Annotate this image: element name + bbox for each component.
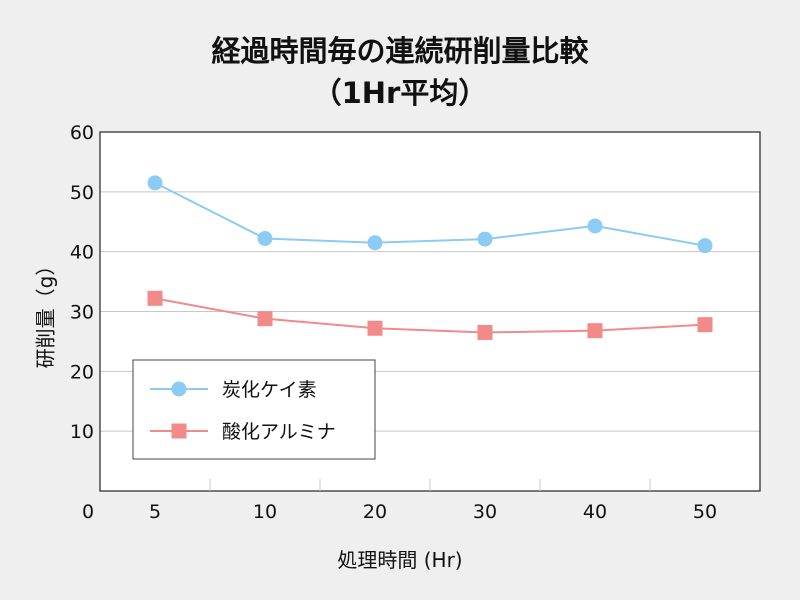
x-tick-label: 20 [363,501,387,523]
data-point-circle [587,218,603,234]
x-tick-label: 30 [473,501,497,523]
data-point-circle [147,175,163,191]
data-point-square [257,311,273,327]
data-point-circle [477,231,493,247]
x-tick-label: 5 [149,501,161,523]
y-axis-title: 研削量（g） [33,255,58,369]
legend-marker-square [171,423,187,439]
legend-box [132,359,376,460]
data-point-circle [257,231,273,247]
data-point-circle [367,235,383,251]
legend-marker-circle [171,381,187,397]
data-point-square [587,323,603,339]
y-tick-label: 60 [70,122,94,144]
chart-title-line-2: （1Hr平均） [312,76,488,110]
x-tick-label: 10 [253,501,277,523]
x-axis-title: 処理時間 (Hr) [337,548,463,572]
x-tick-label: 40 [583,501,607,523]
chart-title: 経過時間毎の連続研削量比較 （1Hr平均） [0,30,800,114]
data-point-square [477,324,493,340]
y-tick-label: 40 [70,242,94,264]
y-tick-label: 50 [70,182,94,204]
y-tick-label: 20 [70,361,94,383]
data-point-square [147,290,163,306]
x-tick-label: 50 [693,501,717,523]
x-origin-label: 0 [82,501,94,523]
chart-title-line-1: 経過時間毎の連続研削量比較 [211,34,589,68]
data-point-square [367,320,383,336]
series-line-1 [154,181,706,247]
series-line-2 [154,297,706,334]
y-tick-label: 10 [70,421,94,443]
data-point-square [697,317,713,333]
legend-label: 酸化アルミナ [222,421,336,443]
y-tick-label: 30 [70,302,94,324]
legend-label: 炭化ケイ素 [222,379,317,401]
data-point-circle [697,238,713,254]
